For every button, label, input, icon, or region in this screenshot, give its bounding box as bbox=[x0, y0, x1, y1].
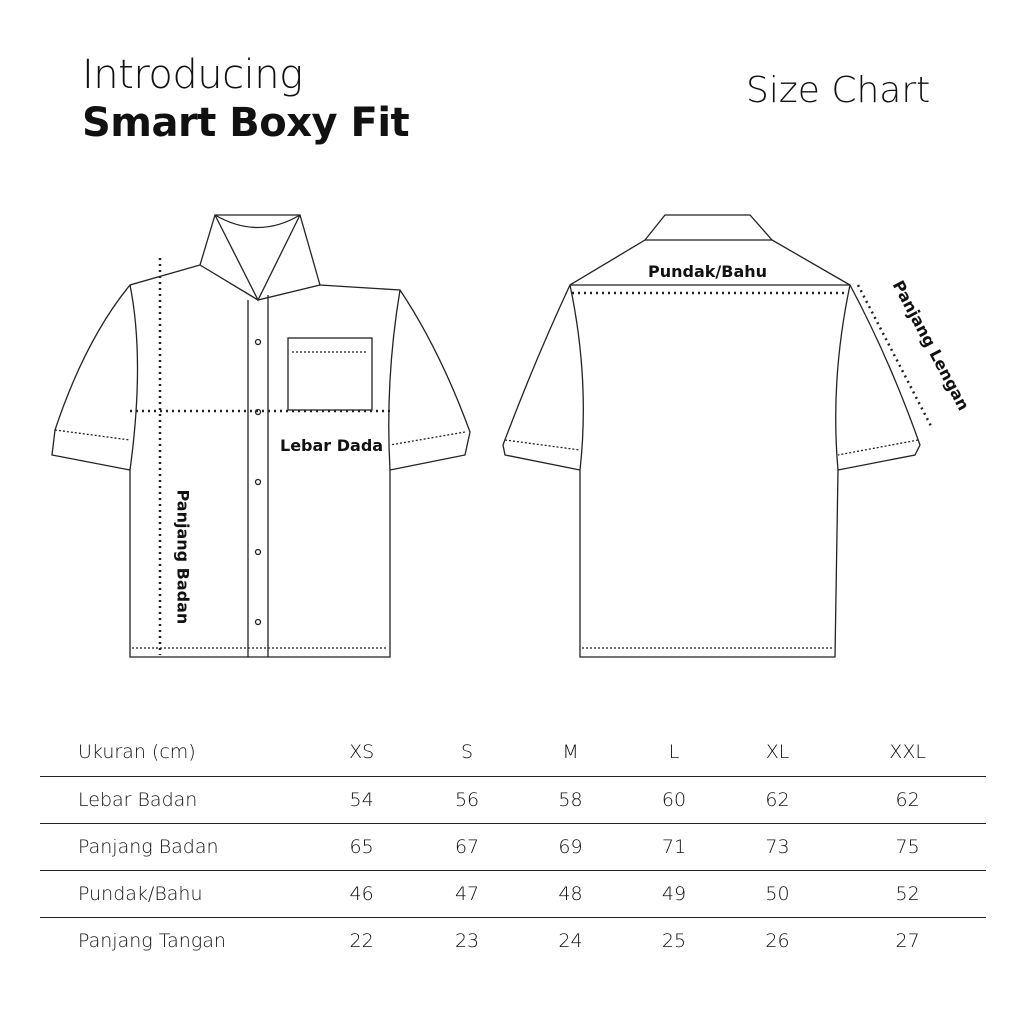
row-label: Lebar Badan bbox=[40, 776, 308, 824]
size-value: 56 bbox=[415, 776, 519, 824]
table-row: Lebar Badan 54 56 58 60 62 62 bbox=[40, 776, 986, 824]
table-row: Pundak/Bahu 46 47 48 49 50 52 bbox=[40, 870, 986, 918]
header-cell: S bbox=[461, 741, 474, 763]
size-value: 58 bbox=[518, 776, 623, 824]
table-header-row: Ukuran (cm) XS S M L XL XXL bbox=[40, 728, 986, 777]
size-value: 60 bbox=[622, 776, 726, 824]
size-value: 24 bbox=[518, 917, 623, 964]
size-value: 27 bbox=[829, 917, 986, 964]
row-label: Panjang Badan bbox=[40, 823, 308, 871]
size-value: 49 bbox=[622, 870, 726, 918]
header-cell: L bbox=[668, 741, 680, 763]
header-cell: XS bbox=[349, 741, 375, 763]
header-cell: M bbox=[562, 741, 579, 763]
size-value: 46 bbox=[308, 870, 416, 918]
chest-label: Lebar Dada bbox=[280, 436, 384, 455]
shoulder-label: Pundak/Bahu bbox=[648, 262, 768, 281]
intro-text: Introducing bbox=[82, 52, 303, 98]
size-value: 62 bbox=[829, 776, 986, 824]
shirt-diagrams bbox=[51, 214, 934, 658]
size-value: 22 bbox=[308, 917, 416, 964]
size-value: 65 bbox=[308, 823, 416, 871]
header-cell: XXL bbox=[889, 741, 926, 763]
size-value: 47 bbox=[415, 870, 519, 918]
size-table: Ukuran (cm) XS S M L XL XXL Lebar Badan 5… bbox=[40, 728, 986, 964]
size-value: 73 bbox=[725, 823, 830, 871]
size-value: 50 bbox=[725, 870, 830, 918]
size-value: 25 bbox=[622, 917, 726, 964]
size-value: 23 bbox=[415, 917, 519, 964]
size-value: 67 bbox=[415, 823, 519, 871]
chart-title: Size Chart bbox=[746, 70, 931, 111]
row-label: Panjang Tangan bbox=[40, 917, 308, 964]
size-value: 48 bbox=[518, 870, 623, 918]
size-value: 71 bbox=[622, 823, 726, 871]
size-value: 54 bbox=[308, 776, 416, 824]
size-value: 62 bbox=[725, 776, 830, 824]
table-row: Panjang Tangan 22 23 24 25 26 27 bbox=[40, 917, 986, 964]
header-cell: Ukuran (cm) bbox=[78, 741, 196, 763]
back-shirt bbox=[502, 214, 934, 658]
size-value: 26 bbox=[725, 917, 830, 964]
size-value: 52 bbox=[829, 870, 986, 918]
size-value: 69 bbox=[518, 823, 623, 871]
front-shirt bbox=[51, 214, 471, 658]
header-cell: XL bbox=[765, 741, 790, 763]
product-name: Smart Boxy Fit bbox=[82, 100, 410, 146]
table-row: Panjang Badan 65 67 69 71 73 75 bbox=[40, 823, 986, 871]
body-length-label: Panjang Badan bbox=[173, 489, 193, 625]
size-value: 75 bbox=[829, 823, 986, 871]
row-label: Pundak/Bahu bbox=[40, 870, 308, 918]
